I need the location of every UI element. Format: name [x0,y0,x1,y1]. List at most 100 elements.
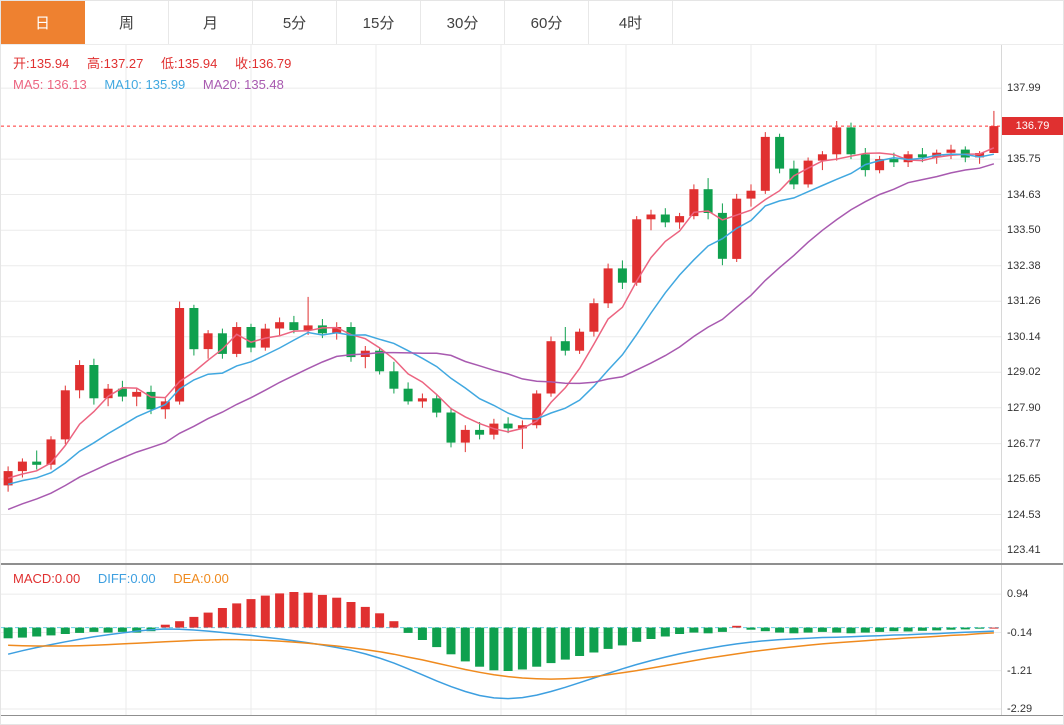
candle [446,407,456,448]
macd-bar [532,627,542,667]
macd-bar [746,627,756,630]
macd-bar [389,621,399,628]
candle [332,322,342,340]
macd-bar [446,627,456,655]
macd-bar [503,627,513,671]
candle [546,336,556,397]
macd-bar [675,627,685,634]
macd-bar [717,627,727,632]
diff-value: DIFF:0.00 [97,571,156,586]
price-axis-label: 125.65 [1007,473,1041,486]
macd-bar [617,627,627,646]
price-axis-label: 131.26 [1007,295,1041,308]
candle [989,110,999,153]
macd-bar [489,627,499,671]
macd-bar [289,592,299,628]
macd-bar [475,627,485,667]
candle [860,148,870,177]
tab-month[interactable]: 月 [169,1,253,44]
macd-bar [660,627,670,637]
macd-bar [275,593,285,628]
candle [617,260,627,289]
macd-legend: MACD:0.00 DIFF:0.00 DEA:0.00 [13,571,243,586]
macd-bar [760,627,770,632]
candle [3,466,13,492]
macd-bar [560,627,570,660]
macd-bar [217,608,227,628]
tab-week[interactable]: 周 [85,1,169,44]
ma5-line [7,147,995,479]
tab-15min[interactable]: 15分 [337,1,421,44]
macd-bar [889,627,899,632]
candle [146,385,156,415]
candle [303,296,313,335]
close-value: 收:136.79 [235,56,292,71]
macd-bar [232,603,242,628]
price-axis-label: 126.77 [1007,437,1041,450]
macd-axis-label: -0.14 [1007,626,1033,639]
candle [46,436,56,470]
macd-bar [589,627,599,653]
macd-bar [775,627,785,633]
macd-bar [360,606,370,628]
candle [717,203,727,266]
macd-bar [432,627,442,648]
candle [775,133,785,174]
candle [375,347,385,375]
candle [75,360,85,399]
candle [389,361,399,394]
candle [575,328,585,354]
macd-panel: 0.94 -0.14 -1.21 -2.29 MACD:0.00 DIFF:0.00 … [1,565,1063,716]
macd-bar [846,627,856,634]
macd-bar [689,627,699,633]
diff-line [7,628,994,700]
tab-60min[interactable]: 60分 [505,1,589,44]
candle [103,384,113,407]
tab-day[interactable]: 日 [1,1,85,44]
candle [460,425,470,453]
macd-bar [732,625,742,628]
macd-bar [460,627,470,662]
macd-bar [875,627,885,632]
current-price-badge: 136.79 [1002,117,1063,136]
macd-canvas[interactable] [1,565,1001,715]
macd-bar [203,612,213,628]
macd-bar [303,592,313,628]
macd-bar [89,627,99,632]
candle [346,322,356,362]
ma20-value: MA20: 135.48 [202,77,284,92]
candle [132,388,142,407]
macd-bar [860,627,870,633]
tab-4hour[interactable]: 4时 [589,1,673,44]
open-value: 开:135.94 [13,56,70,71]
tab-30min[interactable]: 30分 [421,1,505,44]
macd-bar [960,627,970,630]
candle [760,132,770,194]
ma-legend: MA5: 136.13 MA10: 135.99 MA20: 135.48 [13,77,298,92]
macd-bar [817,627,827,632]
candle [403,382,413,405]
macd-bar [417,627,427,640]
price-axis: 136.79 137.99 135.75 134.63 133.50 132.38 131… [1001,45,1063,563]
macd-bar [646,627,656,639]
ma20-line [7,163,995,511]
macd-bar [403,627,413,633]
candle [646,209,656,231]
candle [603,263,613,308]
macd-bar [989,627,999,629]
candle [660,208,670,228]
macd-value: MACD:0.00 [13,571,81,586]
price-chart-canvas[interactable] [1,45,1001,563]
price-axis-label: 134.63 [1007,188,1041,201]
time-axis-strip [1,716,1063,724]
candle [232,322,242,358]
dea-value: DEA:0.00 [173,571,229,586]
macd-bar [332,597,342,628]
macd-bar [32,627,42,637]
tab-5min[interactable]: 5分 [253,1,337,44]
candle [89,358,99,405]
price-chart-panel: 136.79 137.99 135.75 134.63 133.50 132.38 131… [1,45,1063,565]
macd-bar [117,627,127,632]
macd-bar [60,627,70,634]
